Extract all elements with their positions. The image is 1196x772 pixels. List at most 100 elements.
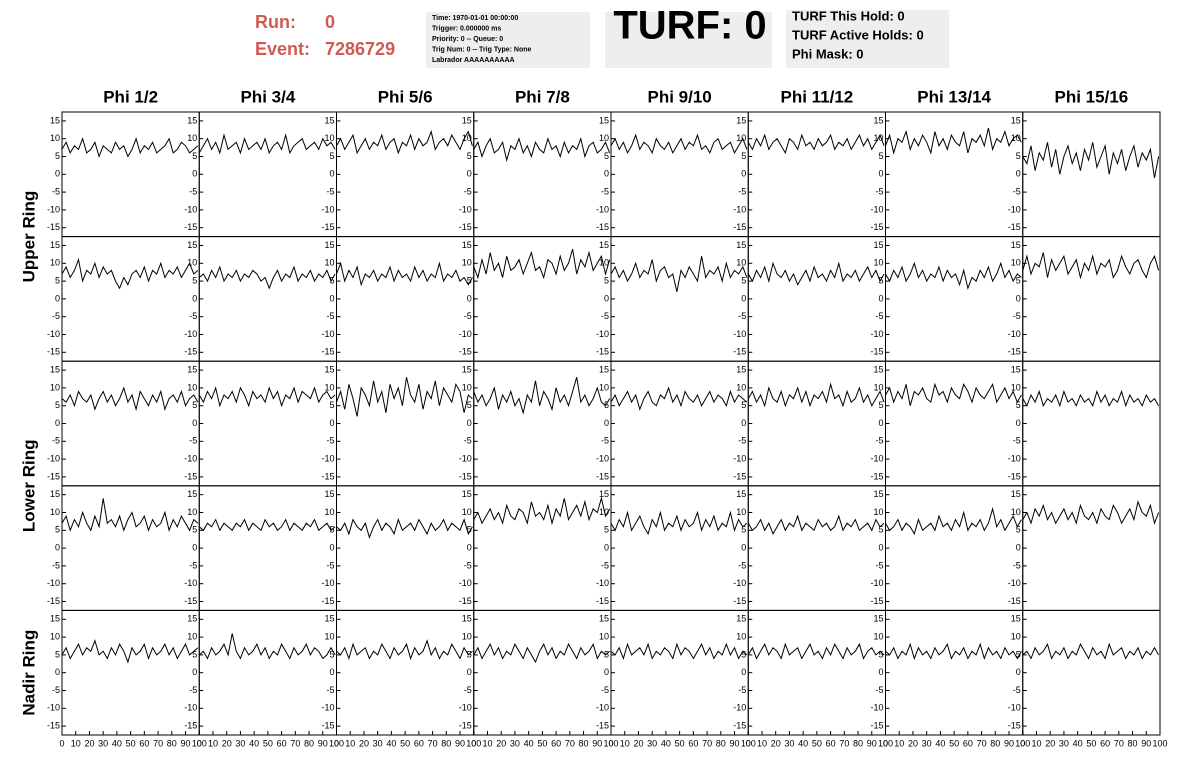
y-tick-label: 15 <box>187 489 197 499</box>
y-tick-label: 10 <box>1011 631 1021 641</box>
x-tick-label: 80 <box>579 738 589 748</box>
y-tick-label: 15 <box>736 115 746 125</box>
y-tick-label: -5 <box>326 186 334 196</box>
x-tick-label: 50 <box>812 738 822 748</box>
y-tick-label: 5 <box>604 151 609 161</box>
y-tick-label: 5 <box>604 525 609 535</box>
y-tick-label: -10 <box>733 204 746 214</box>
y-tick-label: 0 <box>1016 169 1021 179</box>
y-tick-label: 0 <box>329 667 334 677</box>
x-tick-label: 20 <box>222 738 232 748</box>
panel-frame <box>610 360 749 487</box>
waveform <box>1022 389 1160 408</box>
y-tick-label: -10 <box>459 703 472 713</box>
x-tick-label: 100 <box>1015 738 1030 748</box>
panel-frame <box>610 111 749 238</box>
y-tick-label: -5 <box>326 311 334 321</box>
y-tick-label: -10 <box>184 329 197 339</box>
y-tick-label: -10 <box>733 453 746 463</box>
x-tick-label: 60 <box>414 738 424 748</box>
panel-frame <box>747 609 886 736</box>
x-tick-label: 40 <box>661 738 671 748</box>
y-tick-label: 10 <box>50 133 60 143</box>
waveform <box>336 639 473 661</box>
y-tick-label: -10 <box>321 703 334 713</box>
x-tick-label: 30 <box>647 738 657 748</box>
panel-frame <box>747 236 886 362</box>
x-tick-label: 60 <box>688 738 698 748</box>
y-tick-label: 5 <box>329 275 334 285</box>
y-tick-label: 5 <box>467 649 472 659</box>
y-tick-label: 15 <box>599 614 609 624</box>
x-tick-label: 20 <box>633 738 643 748</box>
panel-frame <box>747 485 886 611</box>
y-tick-label: -15 <box>870 471 883 481</box>
y-tick-label: 5 <box>192 525 197 535</box>
y-tick-label: -10 <box>184 453 197 463</box>
y-tick-label: -10 <box>1008 329 1021 339</box>
waveform <box>61 257 199 290</box>
y-tick-label: -5 <box>601 311 609 321</box>
waveform <box>1022 642 1160 660</box>
y-tick-label: 0 <box>741 418 746 428</box>
y-tick-label: -5 <box>189 436 197 446</box>
x-tick-label: 20 <box>1045 738 1055 748</box>
x-tick-label: 70 <box>153 738 163 748</box>
y-tick-label: -5 <box>52 685 60 695</box>
y-tick-label: -10 <box>184 204 197 214</box>
x-tick-label: 30 <box>1059 738 1069 748</box>
panel-frame <box>473 609 612 736</box>
y-tick-label: 5 <box>467 151 472 161</box>
y-tick-label: -10 <box>733 329 746 339</box>
x-tick-label: 80 <box>167 738 177 748</box>
waveform <box>1022 500 1160 525</box>
x-tick-label: 20 <box>496 738 506 748</box>
y-tick-label: 0 <box>604 293 609 303</box>
y-tick-label: -5 <box>52 311 60 321</box>
y-tick-label: -10 <box>870 329 883 339</box>
waveform <box>747 382 885 408</box>
run-value: 0 <box>325 12 335 32</box>
y-tick-label: 5 <box>192 400 197 410</box>
y-tick-label: -15 <box>47 596 60 606</box>
y-tick-label: 5 <box>878 400 883 410</box>
x-tick-label: 10 <box>1031 738 1041 748</box>
panel-frame <box>885 360 1024 487</box>
y-tick-label: -15 <box>733 471 746 481</box>
y-tick-label: 5 <box>1016 275 1021 285</box>
waveform <box>61 386 199 412</box>
y-tick-label: -5 <box>326 685 334 695</box>
column-header: Phi 5/6 <box>378 87 433 106</box>
x-tick-label: 90 <box>1141 738 1151 748</box>
y-tick-label: -15 <box>47 347 60 357</box>
y-tick-label: -15 <box>47 471 60 481</box>
y-tick-label: -5 <box>189 311 197 321</box>
y-tick-label: -5 <box>464 560 472 570</box>
y-tick-label: -10 <box>596 578 609 588</box>
turf-info-line: TURF This Hold: 0 <box>792 8 905 23</box>
x-tick-label: 70 <box>1114 738 1124 748</box>
y-tick-label: 10 <box>324 382 334 392</box>
y-tick-label: 10 <box>187 382 197 392</box>
y-tick-label: -5 <box>601 560 609 570</box>
x-tick-label: 40 <box>112 738 122 748</box>
y-tick-label: 15 <box>462 364 472 374</box>
y-tick-label: 5 <box>741 275 746 285</box>
y-tick-label: -10 <box>184 703 197 713</box>
y-tick-label: 5 <box>1016 400 1021 410</box>
panel-frame <box>885 609 1024 736</box>
y-tick-label: -10 <box>321 329 334 339</box>
waveform <box>198 386 336 408</box>
y-tick-label: -15 <box>47 720 60 730</box>
y-tick-label: 10 <box>462 133 472 143</box>
x-tick-label: 60 <box>1100 738 1110 748</box>
y-tick-label: 10 <box>50 258 60 268</box>
y-tick-label: 0 <box>878 293 883 303</box>
x-tick-label: 0 <box>334 738 339 748</box>
waveform <box>473 377 611 415</box>
panel-frame <box>473 485 612 611</box>
y-tick-label: 0 <box>192 667 197 677</box>
x-tick-label: 80 <box>853 738 863 748</box>
y-tick-label: -15 <box>1008 596 1021 606</box>
y-tick-label: 5 <box>467 525 472 535</box>
